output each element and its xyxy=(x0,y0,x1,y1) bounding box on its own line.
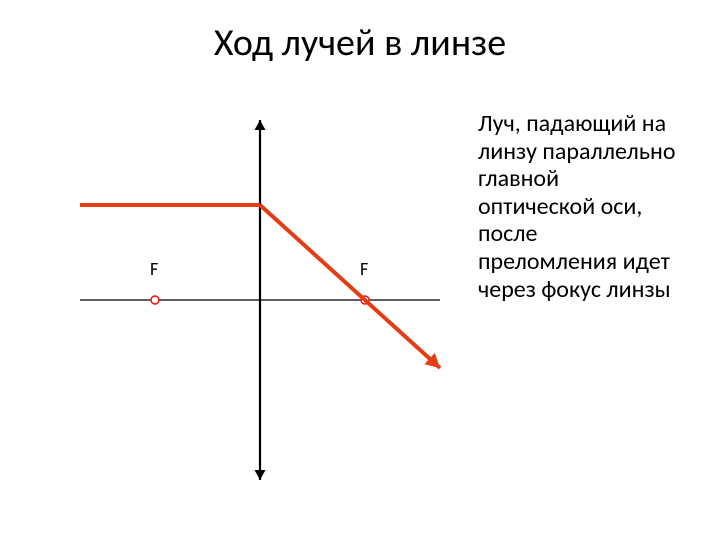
focal-label-left: F xyxy=(150,258,158,280)
slide: Ход лучей в линзе Луч, падающий на линзу… xyxy=(0,0,720,540)
lens-arrow-up xyxy=(255,120,266,130)
slide-title: Ход лучей в линзе xyxy=(0,20,720,66)
body-text: Луч, падающий на линзу параллельно главн… xyxy=(478,110,678,303)
lens-diagram: F F xyxy=(60,90,460,490)
ray-refracted xyxy=(260,205,440,368)
focal-point-left xyxy=(151,296,159,304)
focal-label-right: F xyxy=(360,258,368,280)
lens-arrow-down xyxy=(255,470,266,480)
